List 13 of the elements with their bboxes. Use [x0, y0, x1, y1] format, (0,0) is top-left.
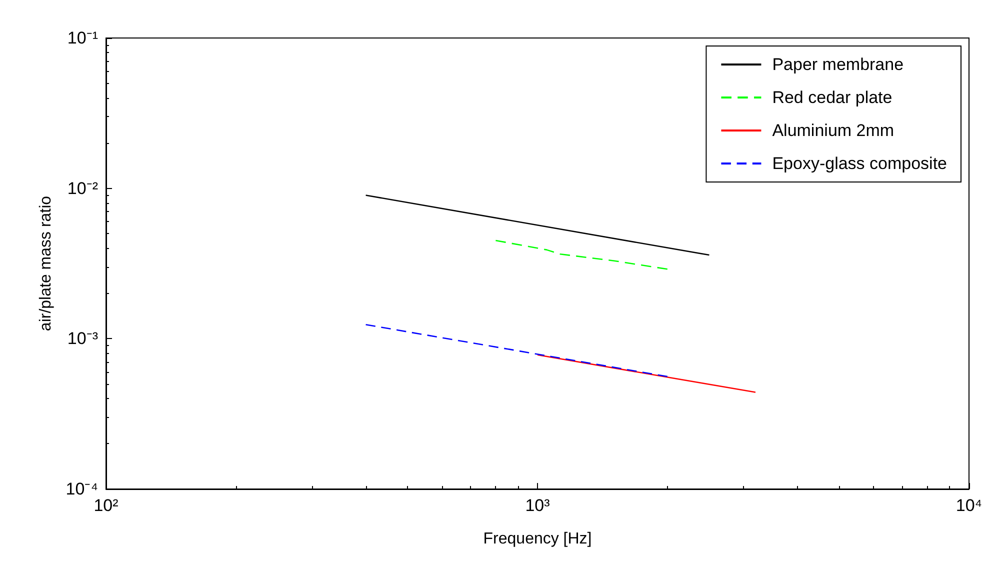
legend-label: Red cedar plate: [772, 88, 892, 107]
legend-label: Paper membrane: [772, 55, 904, 74]
legend-label: Epoxy-glass composite: [772, 154, 948, 173]
x-tick-label: 10³: [525, 496, 550, 515]
y-tick-label: 10⁻¹: [67, 28, 98, 48]
y-axis-title: air/plate mass ratio: [38, 196, 54, 332]
y-tick-label: 10⁻³: [67, 329, 98, 348]
x-tick-label: 10²: [94, 496, 119, 515]
y-tick-label: 10⁻²: [67, 178, 98, 198]
y-tick-label: 10⁻⁴: [66, 480, 98, 498]
x-axis-title: Frequency [Hz]: [483, 530, 592, 548]
legend-label: Aluminium 2mm: [772, 121, 894, 140]
x-tick-label: 10⁴: [956, 496, 982, 515]
